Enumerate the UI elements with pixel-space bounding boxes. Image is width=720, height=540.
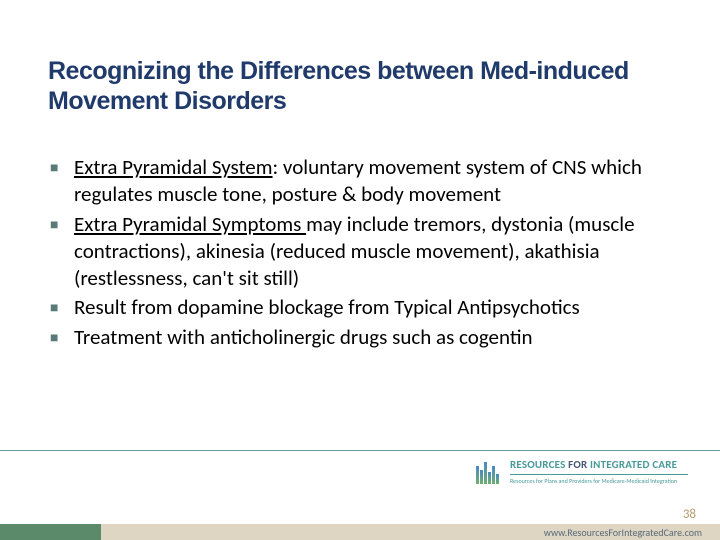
logo-word-resources: RESOURCES (510, 458, 565, 471)
bullet-text: Treatment with anticholinergic drugs suc… (74, 324, 672, 351)
bullet-item: ■Treatment with anticholinergic drugs su… (48, 324, 672, 352)
page-number: 38 (683, 507, 696, 522)
bullet-text: Extra Pyramidal System: voluntary moveme… (74, 154, 672, 209)
bullet-rest: Result from dopamine blockage from Typic… (74, 294, 580, 320)
bullet-item: ■Result from dopamine blockage from Typi… (48, 294, 672, 322)
bullet-text: Result from dopamine blockage from Typic… (74, 294, 672, 321)
bullet-rest: Treatment with anticholinergic drugs suc… (74, 324, 533, 350)
footer-logo: RESOURCES FOR INTEGRATED CARE Resources … (476, 458, 692, 498)
bullet-item: ■Extra Pyramidal Symptoms may include tr… (48, 211, 672, 293)
divider-line (0, 450, 720, 451)
slide-title: Recognizing the Differences between Med-… (48, 56, 672, 116)
logo-text-top: RESOURCES FOR INTEGRATED CARE (510, 458, 677, 471)
bullet-marker-icon: ■ (48, 294, 74, 322)
logo-bars-icon (476, 462, 500, 484)
bullet-term: Extra Pyramidal System (74, 154, 273, 180)
bullet-marker-icon: ■ (48, 324, 74, 352)
bottom-bar: www.ResourcesForIntegratedCare.com (0, 524, 720, 540)
slide: Recognizing the Differences between Med-… (0, 0, 720, 540)
bullet-text: Extra Pyramidal Symptoms may include tre… (74, 211, 672, 293)
logo-underline (510, 474, 688, 475)
bullet-marker-icon: ■ (48, 154, 74, 182)
footer-url: www.ResourcesForIntegratedCare.com (544, 526, 702, 539)
logo-word-for: FOR (565, 458, 590, 471)
logo-tagline: Resources for Plans and Providers for Me… (510, 477, 677, 485)
bullet-item: ■Extra Pyramidal System: voluntary movem… (48, 154, 672, 209)
bullet-marker-icon: ■ (48, 211, 74, 239)
slide-body: ■Extra Pyramidal System: voluntary movem… (48, 154, 672, 354)
logo-word-integrated-care: INTEGRATED CARE (590, 458, 677, 471)
bullet-term: Extra Pyramidal Symptoms (74, 211, 306, 237)
